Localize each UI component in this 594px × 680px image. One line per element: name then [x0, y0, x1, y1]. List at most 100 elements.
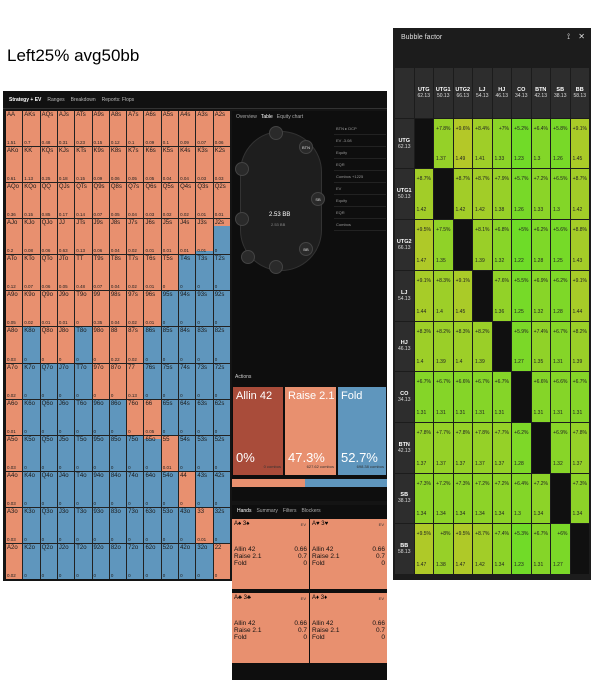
range-cell[interactable]: A3o 0.03 — [6, 507, 23, 543]
range-cell[interactable]: 76o 0 — [127, 399, 144, 435]
range-cell[interactable]: Q4s 0.02 — [179, 183, 196, 219]
range-cell[interactable]: K4o 0 — [23, 471, 40, 507]
range-cell[interactable]: AJs 0.31 — [57, 111, 75, 147]
range-cell[interactable]: JTo 0.05 — [57, 255, 75, 291]
range-cell[interactable]: K9o 0.02 — [23, 291, 40, 327]
action-raise[interactable]: Raise 2.1 47.3% 627.62 combos — [285, 387, 336, 475]
range-cell[interactable]: 52s 0 — [213, 435, 230, 471]
range-cell[interactable]: J3o 0 — [57, 507, 75, 543]
range-cell[interactable]: K2o 0 — [23, 543, 40, 579]
range-cell[interactable]: J7s 0.02 — [127, 219, 144, 255]
range-cell[interactable]: K3o 0 — [23, 507, 40, 543]
range-cell[interactable]: 65s 0 — [161, 399, 179, 435]
hand-card[interactable]: A♦ 3♦ EV Allin 42 0.66 Raise 2.1 0.7 Fold 0 — [310, 593, 387, 663]
range-cell[interactable]: T6o 0 — [75, 399, 92, 435]
range-cell[interactable]: T7s 0.02 — [127, 255, 144, 291]
range-cell[interactable]: Q5o 0 — [40, 435, 57, 471]
seat[interactable] — [235, 162, 249, 176]
range-cell[interactable]: A2s 0.06 — [213, 111, 230, 147]
range-cell[interactable]: 72s 0 — [213, 363, 230, 399]
range-cell[interactable]: Q2o 0 — [40, 543, 57, 579]
seat-bb[interactable]: BB — [299, 242, 313, 256]
range-cell[interactable]: J6o 0 — [57, 399, 75, 435]
range-cell[interactable]: A4s 0.09 — [179, 111, 196, 147]
range-cell[interactable]: T3s 0 — [196, 255, 213, 291]
nav-reports[interactable]: Reports: Flops — [101, 96, 135, 103]
range-cell[interactable]: T9s 0.07 — [92, 255, 109, 291]
range-cell[interactable]: 53s 0 — [196, 435, 213, 471]
range-cell[interactable]: 86s 0 — [144, 327, 161, 363]
range-cell[interactable]: KQo 0.15 — [23, 183, 40, 219]
seat-sb[interactable]: SB — [311, 192, 325, 206]
range-cell[interactable]: 42o 0 — [179, 543, 196, 579]
range-cell[interactable]: Q4o 0 — [40, 471, 57, 507]
range-cell[interactable]: 93s 0 — [196, 291, 213, 327]
tab-summary[interactable]: Summary — [256, 508, 278, 514]
range-cell[interactable]: 84o 0 — [109, 471, 127, 507]
range-cell[interactable]: J4o 0 — [57, 471, 75, 507]
range-cell[interactable]: K9s 0.09 — [92, 147, 109, 183]
range-cell[interactable]: QJo 0.06 — [40, 219, 57, 255]
tab-hands[interactable]: Hands — [237, 508, 252, 514]
range-cell[interactable]: 77 0.13 — [127, 363, 144, 399]
range-cell[interactable]: 32o 0 — [196, 543, 213, 579]
range-cell[interactable]: 63s 0 — [196, 399, 213, 435]
range-cell[interactable]: A7s 0.1 — [127, 111, 144, 147]
range-cell[interactable]: 85s 0 — [161, 327, 179, 363]
nav-ranges[interactable]: Ranges — [47, 96, 65, 103]
range-cell[interactable]: 83o 0 — [109, 507, 127, 543]
seat[interactable] — [235, 212, 249, 226]
range-cell[interactable]: 42s 0 — [213, 471, 230, 507]
range-cell[interactable]: 92o 0 — [92, 543, 109, 579]
range-cell[interactable]: 97o 0 — [92, 363, 109, 399]
range-cell[interactable]: J4s 0.01 — [179, 219, 196, 255]
range-cell[interactable]: K2s 0.03 — [213, 147, 230, 183]
range-cell[interactable]: 65o 0 — [144, 435, 161, 471]
range-cell[interactable]: KJs 0.18 — [57, 147, 75, 183]
range-cell[interactable]: 98s 0.04 — [109, 291, 127, 327]
range-cell[interactable]: A2o 0.02 — [6, 543, 23, 579]
hand-card[interactable]: A♠ 3♠ EV Allin 42 0.66 Raise 2.1 0.7 Fold 0 — [232, 519, 309, 589]
tab-equity-chart[interactable]: Equity chart — [276, 114, 304, 120]
hand-card[interactable]: A♥ 3♥ EV Allin 42 0.66 Raise 2.1 0.7 Fold 0 — [310, 519, 387, 589]
range-cell[interactable]: 74s 0 — [179, 363, 196, 399]
range-cell[interactable]: 75s 0 — [161, 363, 179, 399]
range-cell[interactable]: Q6o 0 — [40, 399, 57, 435]
range-cell[interactable]: J9s 0.06 — [92, 219, 109, 255]
range-cell[interactable]: T9o 0 — [75, 291, 92, 327]
nav-breakdown[interactable]: Breakdown — [70, 96, 96, 103]
range-cell[interactable]: 63o 0 — [144, 507, 161, 543]
range-cell[interactable]: 93o 0 — [92, 507, 109, 543]
range-cell[interactable]: K3s 0.03 — [196, 147, 213, 183]
range-cell[interactable]: J8o 0 — [57, 327, 75, 363]
range-cell[interactable]: K4s 0.04 — [179, 147, 196, 183]
range-cell[interactable]: 53o 0 — [161, 507, 179, 543]
range-cell[interactable]: A7o 0.02 — [6, 363, 23, 399]
range-cell[interactable]: K7o 0 — [23, 363, 40, 399]
range-cell[interactable]: Q8s 0.05 — [109, 183, 127, 219]
action-fold[interactable]: Fold 52.7% 698.38 combos — [338, 387, 386, 475]
range-cell[interactable]: 96o 0 — [92, 399, 109, 435]
range-cell[interactable]: A6s 0.09 — [144, 111, 161, 147]
range-cell[interactable]: J5o 0 — [57, 435, 75, 471]
range-cell[interactable]: 64s 0 — [179, 399, 196, 435]
range-cell[interactable]: Q8o 0 — [40, 327, 57, 363]
range-cell[interactable]: A6o 0.01 — [6, 399, 23, 435]
range-cell[interactable]: 72o 0 — [127, 543, 144, 579]
pin-icon[interactable]: ⟟ — [567, 32, 571, 41]
range-cell[interactable]: 75o 0 — [127, 435, 144, 471]
range-cell[interactable]: JTs 0.13 — [75, 219, 92, 255]
range-cell[interactable]: AJo 0.2 — [6, 219, 23, 255]
range-cell[interactable]: K7s 0.05 — [127, 147, 144, 183]
range-cell[interactable]: KTs 0.15 — [75, 147, 92, 183]
range-cell[interactable]: Q7o 0 — [40, 363, 57, 399]
seat-btn[interactable]: BTN — [299, 140, 313, 154]
range-cell[interactable]: 96s 0.01 — [144, 291, 161, 327]
seat[interactable] — [269, 126, 283, 140]
range-cell[interactable]: Q3s 0.01 — [196, 183, 213, 219]
range-cell[interactable]: 74o 0 — [127, 471, 144, 507]
range-cell[interactable]: T7o 0 — [75, 363, 92, 399]
tab-filters[interactable]: Filters — [282, 508, 297, 514]
range-cell[interactable]: T2s 0 — [213, 255, 230, 291]
range-cell[interactable]: 82s 0 — [213, 327, 230, 363]
